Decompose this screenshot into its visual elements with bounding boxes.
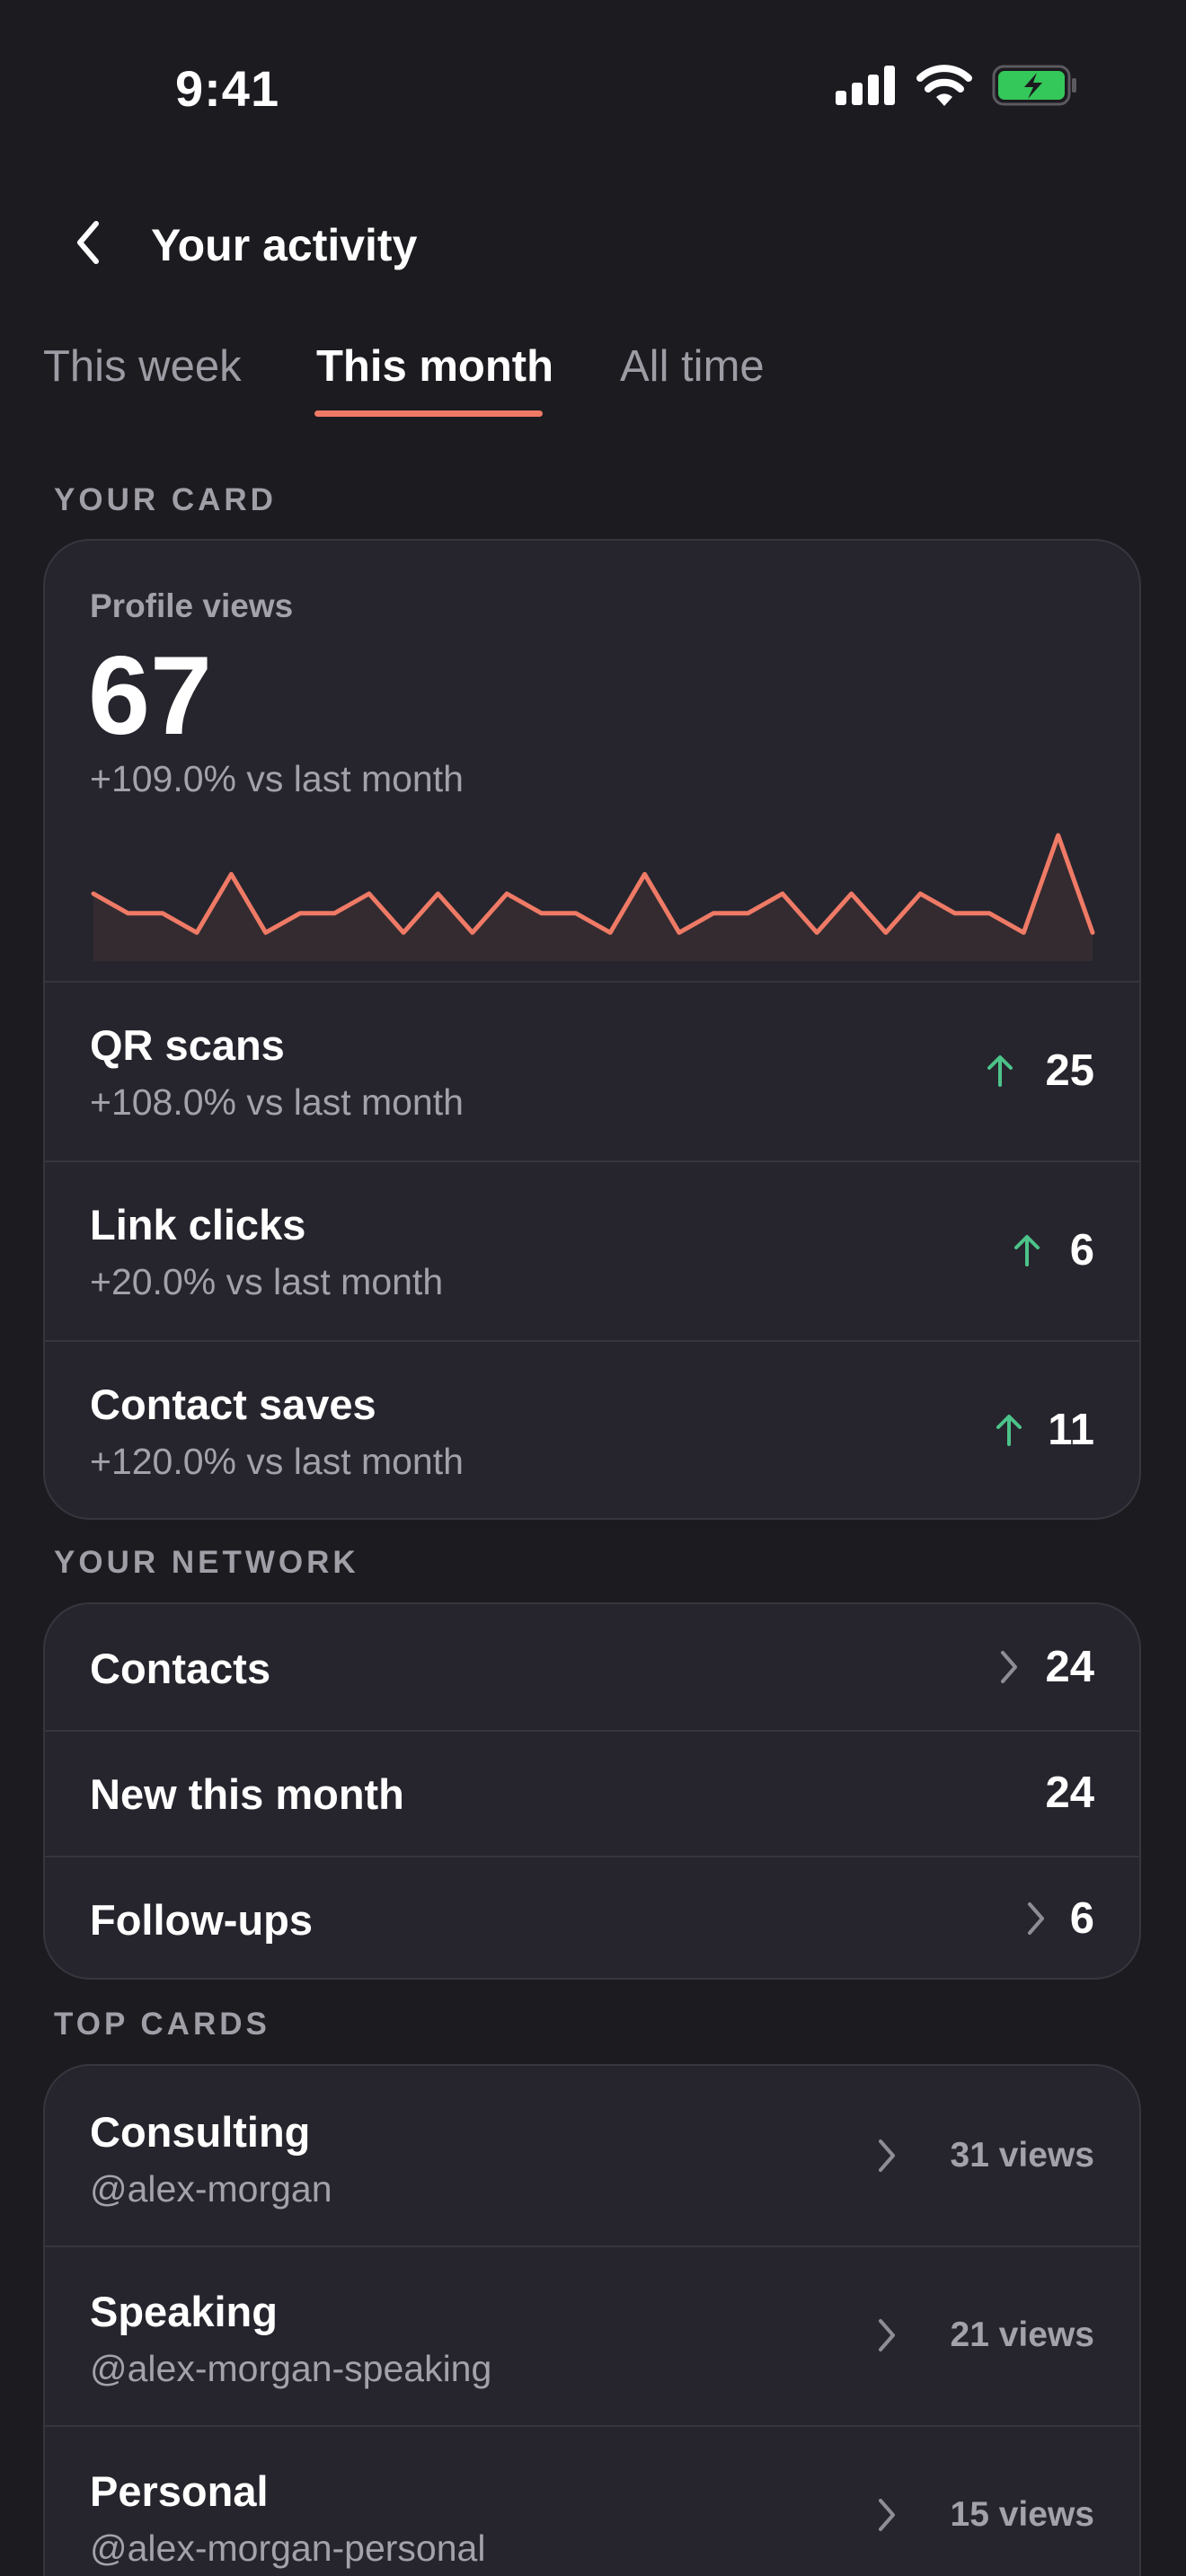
arrow-up-icon (1014, 1235, 1040, 1266)
tab-this-week[interactable]: This week (43, 342, 242, 391)
metric-title: Contact saves (90, 1381, 376, 1428)
metric-change: +20.0% vs last month (90, 1261, 444, 1302)
arrow-up-icon (987, 1055, 1013, 1087)
section-label-your-network: YOUR NETWORK (54, 1545, 359, 1580)
metric-title: Link clicks (90, 1201, 306, 1248)
metric-row-qr-scans[interactable]: QR scans +108.0% vs last month 25 (45, 981, 1139, 1160)
status-time: 9:41 (175, 60, 280, 117)
cellular-signal-icon (836, 66, 895, 105)
top-card-row-personal[interactable]: Personal @alex-morgan-personal 15 views (45, 2425, 1139, 2576)
top-card-handle: @alex-morgan-personal (90, 2527, 486, 2569)
network-row-title: Follow-ups (90, 1896, 314, 1944)
tab-all-time[interactable]: All time (620, 342, 765, 391)
network-row-title: New this month (90, 1770, 404, 1818)
top-card-views: 21 views (950, 2316, 1094, 2354)
top-card-title: Consulting (90, 2108, 311, 2156)
arrow-up-icon (996, 1415, 1022, 1446)
profile-views-sparkline (91, 833, 1095, 961)
network-row-value: 6 (1069, 1894, 1094, 1943)
section-label-top-cards: TOP CARDS (54, 2007, 270, 2042)
chevron-left-icon (77, 221, 99, 264)
top-card-row-speaking[interactable]: Speaking @alex-morgan-speaking 21 views (45, 2245, 1139, 2425)
chevron-right-icon (1028, 1902, 1044, 1935)
wifi-icon (916, 65, 972, 106)
profile-views-label: Profile views (90, 587, 294, 624)
header: Your activity (0, 207, 1186, 278)
profile-views-value: 67 (88, 634, 212, 758)
sparkline-line (91, 833, 1095, 935)
your-network-card: Contacts 24 New this month 24 Follow-ups… (43, 1602, 1141, 1980)
network-row-value: 24 (1045, 1769, 1094, 1817)
top-card-views: 15 views (950, 2495, 1094, 2534)
status-bar: 9:41 (0, 0, 1186, 171)
metric-change: +120.0% vs last month (90, 1441, 464, 1482)
your-card-stats: Profile views 67 +109.0% vs last month Q… (43, 539, 1141, 1520)
metric-title: QR scans (90, 1021, 285, 1069)
top-card-handle: @alex-morgan-speaking (90, 2348, 492, 2389)
profile-views-change: +109.0% vs last month (90, 758, 464, 799)
back-button[interactable] (63, 214, 113, 271)
page-title: Your activity (151, 220, 418, 270)
chevron-right-icon (1001, 1651, 1017, 1683)
battery-charging-icon (992, 65, 1076, 106)
metric-row-link-clicks[interactable]: Link clicks +20.0% vs last month 6 (45, 1160, 1139, 1340)
metric-row-contact-saves[interactable]: Contact saves +120.0% vs last month 11 (45, 1340, 1139, 1518)
top-card-title: Speaking (90, 2288, 278, 2335)
sparkline-area (93, 835, 1093, 961)
metric-change: +108.0% vs last month (90, 1081, 464, 1123)
tab-this-month[interactable]: This month (316, 342, 554, 391)
chevron-right-icon (879, 2139, 895, 2172)
active-tab-indicator (314, 410, 543, 417)
top-card-title: Personal (90, 2467, 269, 2515)
chevron-right-icon (879, 2499, 895, 2531)
metric-value: 6 (1069, 1226, 1094, 1275)
section-label-your-card: YOUR CARD (54, 482, 277, 517)
top-card-row-consulting[interactable]: Consulting @alex-morgan 31 views (45, 2066, 1139, 2245)
status-icons (836, 65, 1078, 106)
top-card-views: 31 views (950, 2136, 1094, 2175)
top-card-handle: @alex-morgan (90, 2168, 332, 2210)
network-row-new-this-month: New this month 24 (45, 1730, 1139, 1856)
network-row-title: Contacts (90, 1645, 271, 1692)
network-row-follow-ups[interactable]: Follow-ups 6 (45, 1856, 1139, 1978)
network-row-value: 24 (1045, 1643, 1094, 1691)
chevron-right-icon (879, 2319, 895, 2351)
network-row-contacts[interactable]: Contacts 24 (45, 1604, 1139, 1730)
top-cards-list: Consulting @alex-morgan 31 views Speakin… (43, 2064, 1141, 2576)
metric-value: 25 (1045, 1046, 1094, 1095)
period-tabs: This week This month All time (0, 332, 1186, 422)
metric-value: 11 (1048, 1406, 1094, 1454)
